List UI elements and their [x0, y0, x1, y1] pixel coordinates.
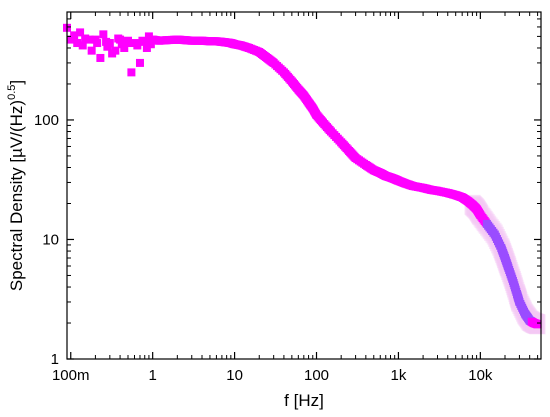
y-axis-title-main: Spectral Density [µV/(Hz)	[7, 100, 26, 291]
y-tick-label: 10	[42, 231, 59, 248]
data-point	[93, 39, 102, 48]
y-tick-label: 100	[34, 112, 59, 129]
x-tick-label: 100	[304, 367, 329, 384]
data-point	[120, 43, 129, 52]
y-axis-title-exponent: 0.5	[6, 85, 18, 100]
data-point	[135, 58, 144, 67]
data-point	[96, 53, 105, 62]
data-point	[105, 39, 114, 48]
data-point	[81, 34, 90, 43]
data-point	[533, 320, 542, 329]
data-point	[78, 41, 87, 50]
y-tick-label: 1	[51, 351, 59, 368]
data-point	[111, 46, 120, 55]
data-point	[66, 35, 75, 44]
data-point	[133, 41, 142, 50]
data-point	[85, 35, 94, 44]
data-point	[140, 37, 149, 46]
data-point	[116, 35, 125, 44]
y-axis-title-close: ]	[7, 80, 26, 85]
y-axis-ticks: 1 10 100	[34, 11, 541, 368]
data-point	[99, 30, 108, 39]
data-point	[127, 68, 136, 77]
data-point	[146, 40, 155, 49]
x-axis-title: f [Hz]	[284, 391, 324, 410]
x-tick-label: 10	[226, 367, 243, 384]
x-tick-label: 1	[148, 367, 156, 384]
data-point	[76, 28, 85, 37]
y-axis-title: Spectral Density [µV/(Hz)0.5]	[6, 80, 26, 291]
x-tick-label: 1k	[391, 367, 407, 384]
data-point	[70, 31, 79, 40]
x-tick-label: 10k	[468, 367, 493, 384]
x-axis-ticks: 100m 1 10 100 1k 10k	[52, 12, 539, 384]
x-tick-label: 100m	[52, 367, 90, 384]
data-point	[73, 39, 82, 48]
data-point	[124, 36, 133, 45]
data-point	[87, 46, 96, 55]
data-points	[63, 23, 542, 329]
